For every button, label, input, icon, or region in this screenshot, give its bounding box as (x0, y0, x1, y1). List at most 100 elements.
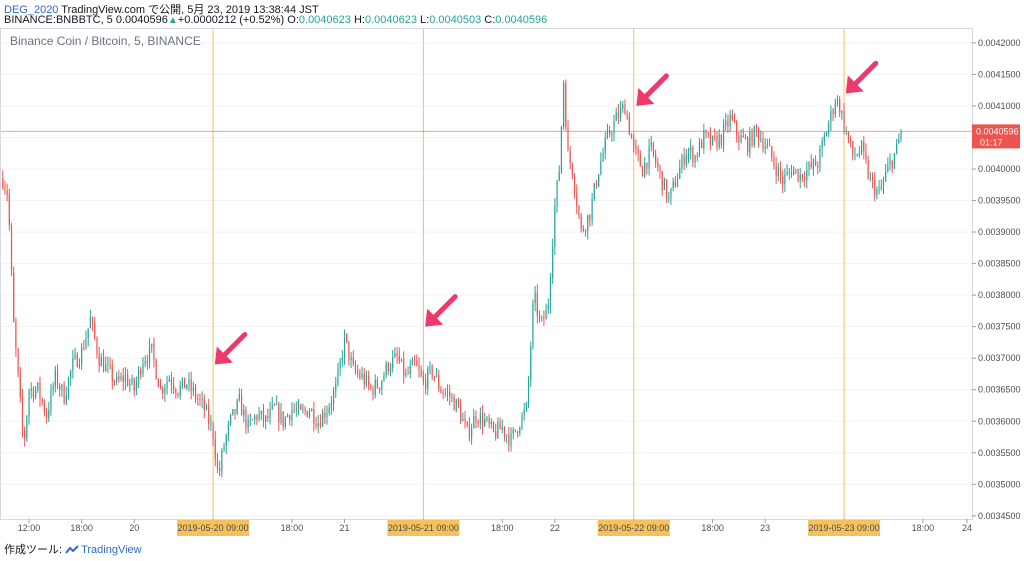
candle-body (762, 139, 764, 149)
candlestick-chart[interactable]: Binance Coin / Bitcoin, 5, BINANCE 0.004… (0, 0, 1024, 541)
candle-body (118, 376, 120, 380)
candle-body (159, 387, 162, 388)
candle-body (841, 110, 843, 113)
candle-body (449, 392, 451, 397)
candle-body (306, 411, 308, 417)
candle-body (576, 192, 578, 207)
candle-body (477, 421, 479, 424)
candle-body (652, 142, 655, 155)
candle-body (289, 415, 291, 420)
low-label: L: (420, 14, 430, 26)
candle-body (676, 178, 679, 187)
footer: 作成ツール: TradingView (4, 541, 142, 557)
symbol-label: BINANCE:BNBBTC, 5 (4, 14, 113, 26)
candle-body (420, 370, 422, 376)
time-axis[interactable]: 12:00 18:00 20 2019-05-20 09:00 18:00 21 2019-… (18, 519, 972, 536)
candle-body (755, 126, 758, 129)
candle-body (427, 368, 429, 389)
candle-body (234, 409, 236, 414)
candle-body (464, 419, 466, 422)
annotation-arrow (636, 73, 669, 106)
candle-body (727, 120, 729, 127)
candle-body (488, 417, 490, 425)
candle-body (814, 159, 817, 166)
price-tag-value: 0.0040596 (976, 126, 1019, 136)
candle-body (560, 126, 563, 172)
y-tick-label: 0.0041500 (978, 69, 1021, 79)
candle-body (637, 148, 639, 154)
candle-body (177, 393, 179, 396)
candle-body (324, 412, 326, 418)
candle-body (429, 366, 431, 369)
candle-body (733, 119, 736, 122)
y-tick-label: 0.0039500 (978, 196, 1021, 206)
close-value: 0.0040596 (495, 14, 548, 26)
candle-body (129, 383, 131, 386)
candle-body (460, 405, 462, 422)
candle-body (508, 434, 510, 446)
candle-body (549, 278, 552, 306)
candle-body (628, 116, 630, 135)
last-price: 0.0040596 (115, 14, 168, 26)
candle-body (438, 375, 440, 389)
arrow-shaft (642, 73, 669, 100)
candle-body (613, 120, 615, 135)
open-label: O: (287, 14, 299, 26)
candle-body (479, 413, 481, 424)
candle-body (663, 179, 665, 191)
candle-body (162, 387, 164, 394)
candle-body (330, 403, 332, 408)
candle-body (124, 374, 127, 383)
candle-body (839, 99, 841, 113)
footer-brand-link[interactable]: TradingView (81, 544, 142, 556)
candle-body (812, 159, 814, 168)
candle-body (293, 409, 295, 411)
candle-body (582, 228, 584, 231)
candle-body (836, 99, 839, 104)
candle-body (825, 133, 828, 137)
candle-body (882, 180, 885, 187)
publish-text: TradingView.com で公開, 5月 23, 2019 13:38:4… (61, 4, 319, 16)
candle-body (286, 415, 289, 418)
candle-body (797, 169, 799, 181)
candle-body (249, 419, 251, 421)
candle-body (856, 155, 858, 157)
candle-body (6, 190, 8, 195)
candle-body (810, 162, 812, 168)
candle-body (317, 422, 319, 427)
open-value: 0.0040623 (298, 14, 351, 26)
x-tick-label: 18:00 (912, 523, 935, 533)
candle-body (527, 379, 530, 404)
candle-body (214, 439, 216, 460)
candle-body (435, 375, 438, 377)
candle-body (280, 411, 282, 423)
candle-body (736, 121, 738, 135)
candle-body (326, 413, 328, 418)
candle-body (444, 392, 446, 394)
candle-body (716, 135, 718, 148)
price-axis[interactable]: 0.00420000.00415000.00410000.00405000.00… (972, 38, 1021, 521)
candle-body (609, 129, 611, 135)
candle-body (624, 104, 626, 115)
candle-body (155, 359, 157, 379)
candle-body (552, 246, 554, 279)
author-link[interactable]: DEG_2020 (4, 4, 59, 16)
high-label: H: (353, 14, 365, 26)
candle-body (571, 163, 573, 176)
arrow-shaft (431, 294, 458, 321)
y-tick-label: 0.0041000 (978, 101, 1021, 111)
candle-body (240, 394, 243, 416)
x-tick-label: 18:00 (281, 523, 304, 533)
candle-body (486, 417, 488, 420)
candle-body (871, 177, 874, 180)
candle-body (589, 215, 591, 221)
candle-body (670, 188, 672, 198)
y-tick-label: 0.0042000 (978, 38, 1021, 48)
candle-body (157, 378, 159, 388)
x-tick-label: 20 (129, 523, 139, 533)
candle-body (617, 112, 619, 119)
candle-body (170, 378, 173, 386)
grid (1, 42, 972, 517)
candle-body (372, 388, 374, 395)
candle-body (720, 134, 722, 145)
